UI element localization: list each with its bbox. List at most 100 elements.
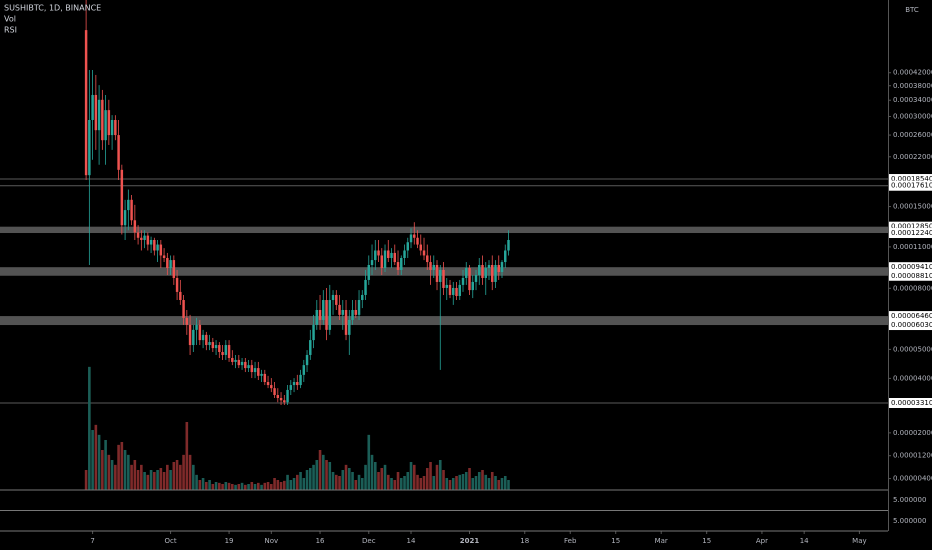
volume-bar [494, 476, 497, 490]
candle-body [452, 287, 455, 295]
pane-scale-label: 5.000000 [893, 496, 926, 504]
volume-bar [312, 464, 315, 490]
candle-body [123, 210, 127, 226]
volume-bar [468, 468, 471, 490]
candle-body [406, 242, 410, 251]
volume-bar [240, 482, 244, 490]
candle-body [149, 239, 153, 245]
volume-bar [360, 478, 364, 490]
volume-bar [308, 468, 312, 490]
volume-bar [289, 480, 293, 490]
price-level-tag [889, 221, 932, 232]
candle-body [205, 334, 208, 346]
candle-body [218, 345, 221, 353]
volume-bar [110, 460, 114, 490]
candle-body [127, 199, 130, 211]
volume-bar [237, 484, 241, 490]
volume-bar [328, 462, 332, 490]
candle-body [253, 368, 257, 373]
volume-bar [175, 460, 179, 490]
volume-bar [185, 422, 189, 490]
candle-body [224, 345, 228, 355]
volume-tick-label: 0.00000400 [893, 475, 932, 483]
candle-body [468, 268, 471, 291]
volume-bar [117, 444, 120, 490]
volume-layer [84, 366, 510, 490]
volume-bar [198, 480, 202, 490]
volume-bar [500, 478, 504, 490]
candle-body [250, 365, 254, 373]
price-level-label: 0.00017610 [891, 182, 932, 190]
volume-bar [422, 476, 426, 490]
volume-bar [481, 470, 484, 490]
candle-body [266, 382, 270, 386]
volume-bar [166, 464, 169, 490]
candle-body [448, 284, 452, 295]
price-level-label: 0.00003310 [891, 399, 932, 407]
volume-bar [153, 472, 156, 490]
volume-bar [182, 454, 185, 490]
volume-bar [179, 464, 182, 490]
volume-bar [338, 476, 341, 490]
volume-bar [296, 474, 299, 490]
volume-bar [419, 478, 423, 490]
volume-bar [273, 478, 276, 490]
candle-body [88, 119, 91, 176]
volume-bar [104, 440, 107, 490]
candle-body [409, 234, 413, 243]
volume-bar [195, 474, 198, 490]
volume-bar [270, 484, 273, 490]
y-tick-label: 0.00042000 [893, 69, 932, 77]
volume-bar [432, 476, 436, 490]
candle-body [500, 262, 504, 272]
volume-bar [84, 470, 88, 490]
candle-body [94, 94, 98, 131]
volume-bar [260, 484, 263, 490]
volume-bar [370, 454, 374, 490]
volume-bar [325, 460, 328, 490]
candle-body [283, 400, 286, 403]
candle-body [305, 354, 309, 366]
volume-bar [247, 484, 250, 490]
candle-body [403, 250, 406, 258]
y-tick-label: 0.00008000 [893, 284, 932, 292]
x-tick-label: May [852, 537, 866, 545]
candle-body [335, 294, 338, 305]
candle-body [166, 257, 169, 269]
volume-bar [130, 464, 133, 490]
y-tick-label: 0.00034000 [893, 96, 932, 104]
x-tick-label: 16 [316, 537, 325, 545]
candle-body [289, 385, 293, 390]
volume-bar [383, 464, 387, 490]
volume-bar [283, 480, 286, 490]
candle-body [110, 119, 114, 136]
volume-bar [211, 484, 215, 490]
candle-body [328, 300, 332, 330]
volume-tick-label: 0.00001200 [893, 452, 932, 460]
volume-bar [192, 464, 195, 490]
y-tick-label: 0.00026000 [893, 131, 932, 139]
candle-body [309, 340, 312, 355]
volume-bar [364, 464, 367, 490]
volume-bar [305, 470, 309, 490]
volume-bar [321, 454, 325, 490]
volume-bar [354, 480, 358, 490]
volume-bar [143, 472, 146, 490]
volume-bar [107, 454, 111, 490]
candle-body [390, 252, 393, 258]
volume-bar [227, 482, 231, 490]
candle-body [354, 309, 358, 315]
candle-body [341, 309, 345, 315]
volume-bar [461, 474, 465, 490]
volume-bar [292, 478, 296, 490]
price-level-tag [889, 270, 932, 281]
volume-bar [221, 484, 224, 490]
candle-body [273, 388, 276, 396]
volume-bar [448, 480, 452, 490]
x-tick-label: 14 [800, 537, 809, 545]
y-tick-label: 0.00015000 [893, 203, 932, 211]
candle-body [377, 250, 380, 256]
candle-body [322, 300, 325, 320]
x-tick-label: 7 [90, 537, 94, 545]
volume-bar [88, 366, 91, 490]
